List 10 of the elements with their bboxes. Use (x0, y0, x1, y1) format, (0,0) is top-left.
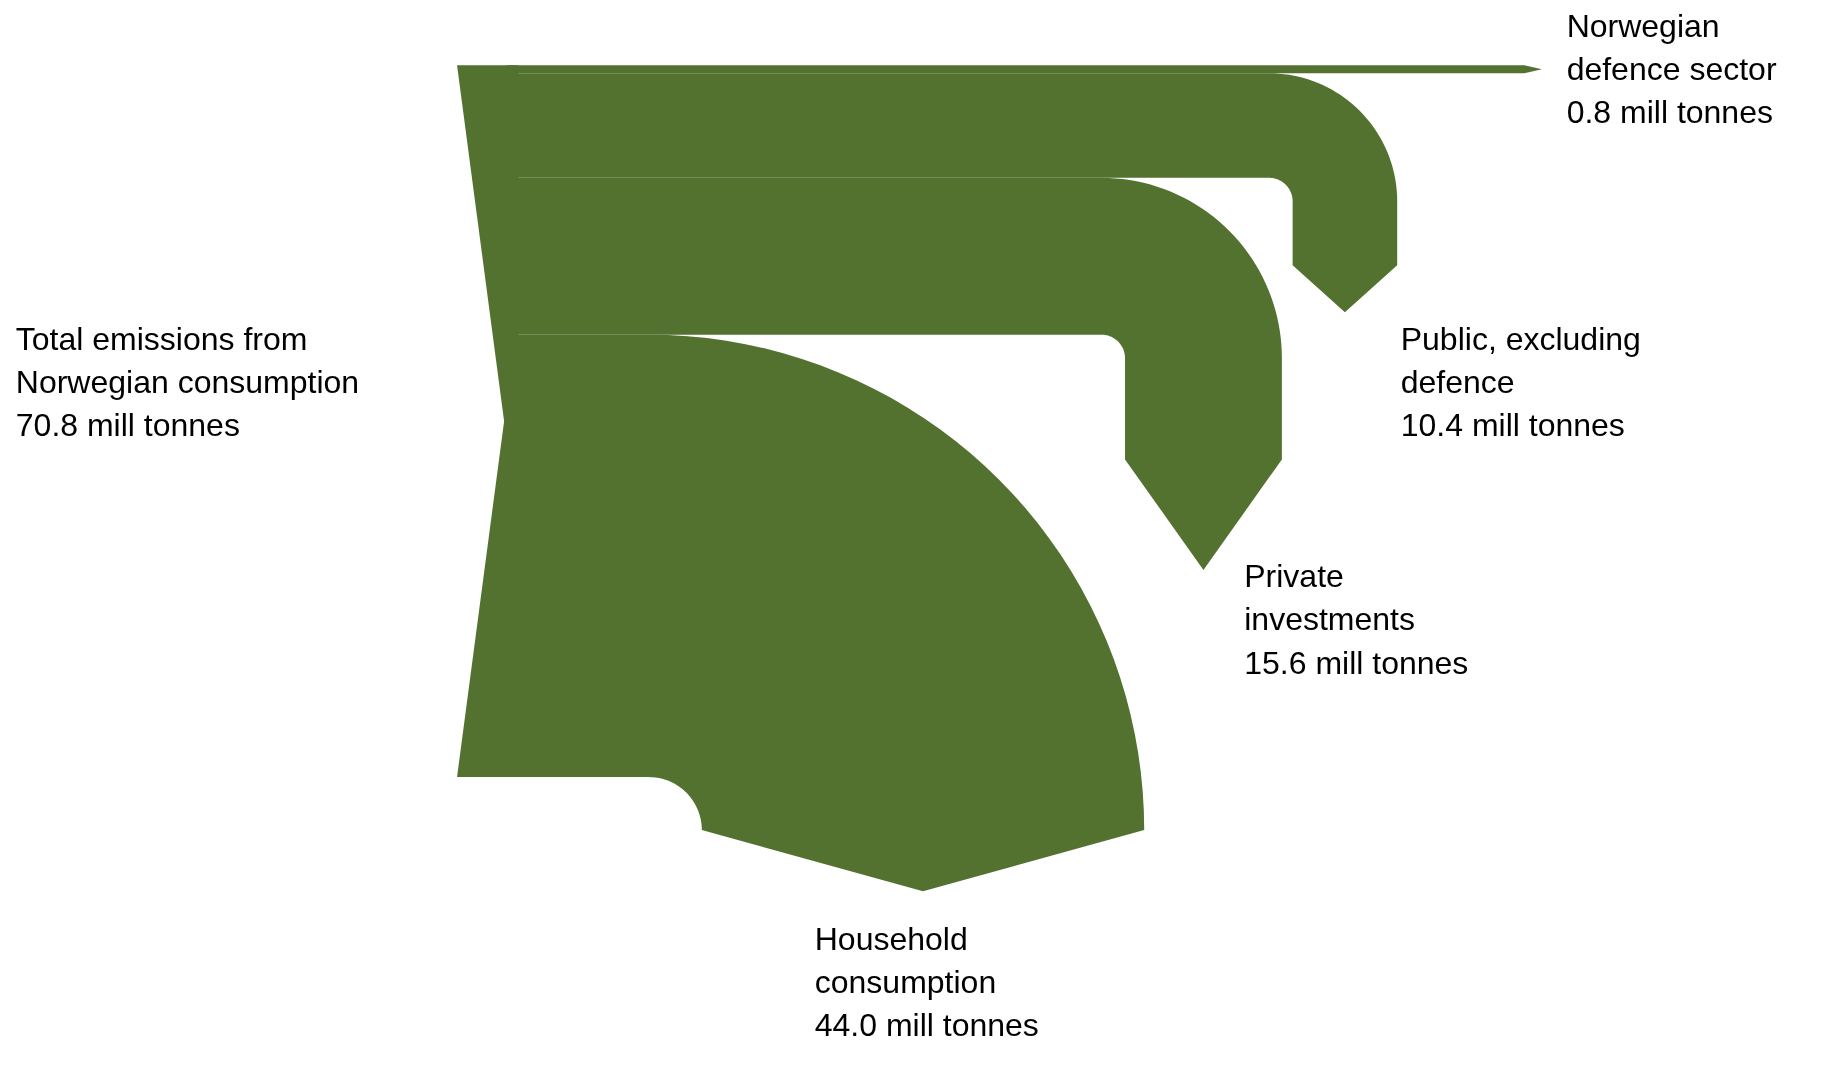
data-label: 70.8 mill tonnes (15, 406, 240, 443)
data-label: 44.0 mill tonnes (814, 1007, 1039, 1044)
category-label: Norwegian defence sector (1566, 7, 1777, 87)
data-label: 15.6 mill tonnes (1244, 644, 1469, 681)
category-label: Household consumption (814, 920, 997, 1000)
data-label: 0.8 mill tonnes (1566, 93, 1773, 130)
category-label: Private investments (1244, 558, 1415, 638)
category-label: Public, excluding defence (1400, 320, 1641, 400)
category-label: Total emissions from Norwegian consumption (15, 320, 360, 400)
data-label: 10.4 mill tonnes (1400, 406, 1625, 443)
